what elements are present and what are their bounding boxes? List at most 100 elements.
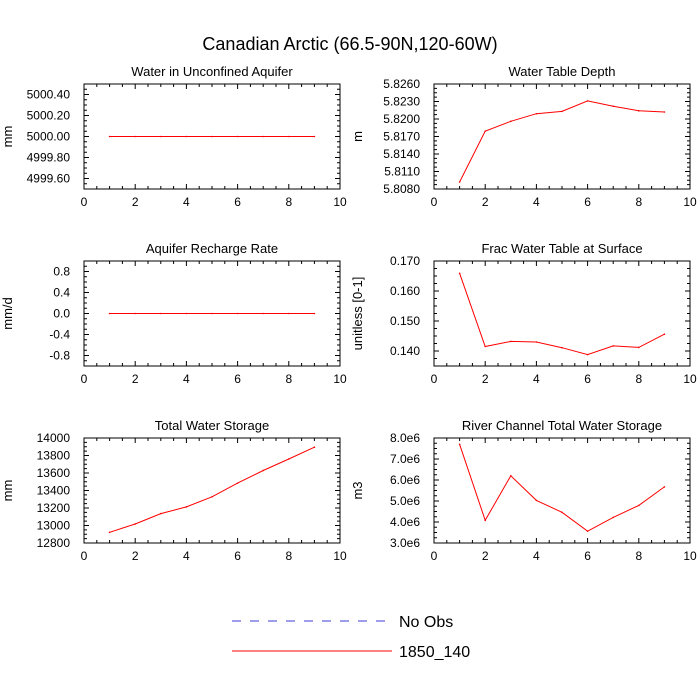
data-point: [484, 130, 487, 133]
chart-panel-2: Water Table Depth 0 2 4 6 8 10 5.8080 5.8110 5.81…: [350, 64, 697, 209]
y-tick-label: 7.0e6: [390, 452, 420, 466]
y-tick-label: -0.4: [49, 328, 70, 342]
data-point: [484, 519, 487, 522]
x-tick-label: 6: [584, 372, 591, 386]
y-tick-label: 0.160: [390, 284, 420, 298]
y-axis-label: mm: [0, 126, 15, 148]
data-point: [510, 340, 512, 343]
data-point: [561, 346, 563, 349]
panel-title: Frac Water Table at Surface: [481, 241, 642, 256]
data-point: [211, 135, 213, 138]
data-point: [288, 458, 290, 460]
data-point: [185, 312, 188, 315]
y-tick-label: -0.8: [49, 349, 70, 363]
x-tick-label: 0: [81, 372, 88, 386]
data-point: [236, 312, 239, 315]
data-point: [484, 345, 487, 348]
x-tick-label: 8: [635, 195, 642, 209]
y-tick-label: 5.8200: [383, 112, 420, 126]
y-tick-label: 5.8110: [384, 165, 420, 179]
data-point: [288, 312, 290, 315]
data-point: [458, 443, 461, 446]
data-point: [108, 531, 111, 534]
y-tick-label: 5.8140: [383, 147, 420, 161]
data-point: [535, 499, 538, 502]
x-tick-label: 6: [234, 195, 241, 209]
data-point: [313, 446, 316, 448]
data-point: [663, 111, 666, 113]
plot-frame: [433, 83, 691, 190]
x-tick-label: 4: [183, 372, 190, 386]
x-tick-label: 4: [533, 372, 540, 386]
y-axis-label: mm: [0, 480, 15, 502]
x-tick-label: 8: [635, 372, 642, 386]
y-tick-label: 0.170: [390, 254, 420, 268]
legend-label: No Obs: [399, 614, 453, 631]
y-tick-label: 13000: [37, 519, 71, 533]
data-point: [510, 475, 512, 477]
data-point: [185, 506, 188, 508]
x-tick-label: 0: [431, 195, 438, 209]
y-tick-label: 13200: [37, 501, 71, 515]
y-tick-label: 0.150: [390, 314, 420, 328]
y-axis-label: mm/d: [0, 297, 15, 330]
panel-title: Aquifer Recharge Rate: [146, 241, 278, 256]
data-point: [262, 469, 265, 472]
data-point: [236, 135, 239, 138]
x-tick-label: 8: [285, 549, 292, 563]
data-point: [262, 135, 265, 138]
x-tick-label: 2: [482, 195, 489, 209]
x-tick-label: 4: [183, 549, 190, 563]
data-point: [211, 496, 213, 498]
data-point: [638, 110, 640, 112]
data-point: [638, 504, 640, 507]
y-tick-label: 5000.40: [27, 88, 71, 102]
y-tick-label: 0.140: [390, 344, 420, 358]
y-tick-label: 5.8170: [383, 130, 420, 144]
x-tick-label: 10: [683, 195, 697, 209]
chart-panel-4: Frac Water Table at Surface 0 2 4 6 8 10 0.140 0…: [350, 241, 697, 386]
y-tick-label: 12800: [37, 536, 71, 550]
x-tick-label: 8: [285, 372, 292, 386]
y-tick-label: 13600: [37, 466, 71, 480]
x-tick-label: 4: [183, 195, 190, 209]
x-tick-label: 0: [81, 195, 88, 209]
figure-title: Canadian Arctic (66.5-90N,120-60W): [202, 34, 497, 54]
panel-title: River Channel Total Water Storage: [462, 418, 662, 433]
x-tick-label: 6: [234, 549, 241, 563]
y-tick-label: 5000.00: [27, 130, 71, 144]
series-line-1850_140: [459, 100, 665, 183]
legend-label: 1850_140: [399, 644, 470, 661]
y-tick-label: 13800: [37, 449, 71, 463]
x-tick-label: 4: [533, 195, 540, 209]
y-tick-label: 5000.20: [27, 109, 71, 123]
data-point: [561, 511, 563, 514]
data-point: [535, 341, 538, 343]
y-axis-label: m: [350, 131, 365, 142]
x-tick-label: 0: [431, 549, 438, 563]
data-point: [586, 353, 589, 356]
x-tick-label: 10: [333, 195, 347, 209]
x-tick-label: 6: [234, 372, 241, 386]
data-point: [134, 523, 136, 525]
x-tick-label: 2: [482, 372, 489, 386]
plot-frame: [433, 260, 691, 367]
y-tick-label: 14000: [37, 431, 71, 445]
data-point: [586, 530, 589, 533]
x-tick-label: 6: [584, 549, 591, 563]
x-tick-label: 8: [635, 549, 642, 563]
x-tick-label: 0: [431, 372, 438, 386]
y-tick-label: 5.8260: [383, 77, 420, 91]
plot-frame: [83, 437, 341, 544]
y-axis-label: unitless [0-1]: [350, 277, 365, 351]
y-tick-label: 8.0e6: [390, 431, 420, 445]
x-tick-label: 0: [81, 549, 88, 563]
y-tick-label: 5.0e6: [390, 494, 420, 508]
data-point: [586, 100, 589, 102]
panel-title: Water Table Depth: [509, 64, 616, 79]
data-point: [236, 482, 239, 484]
y-tick-label: 4999.80: [27, 151, 71, 165]
data-point: [510, 120, 512, 123]
